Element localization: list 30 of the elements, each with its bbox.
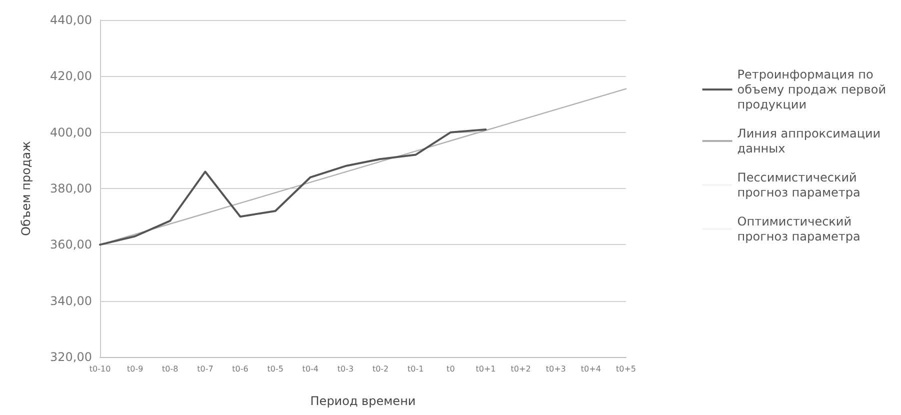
x-tick-label: t0-10: [89, 364, 111, 374]
x-tick-label: t0-3: [337, 364, 354, 374]
x-tick-label: t0-5: [267, 364, 284, 374]
x-tick-label: t0+4: [580, 364, 601, 374]
x-tick-label: t0-7: [197, 364, 214, 374]
y-tick-label: 320,00: [50, 350, 92, 364]
x-tick-label: t0-4: [302, 364, 318, 374]
x-tick-label: t0-2: [372, 364, 389, 374]
x-axis-title: Период времени: [310, 394, 416, 408]
x-tick-label: t0+5: [616, 364, 636, 374]
y-tick-label: 440,00: [50, 13, 92, 27]
x-tick-label: t0+3: [546, 364, 566, 374]
legend-label: Пессимистический прогноз параметра: [737, 170, 860, 200]
x-tick-label: t0-1: [408, 364, 424, 374]
y-tick-label: 360,00: [50, 238, 92, 252]
x-tick-label: t0-6: [232, 364, 248, 374]
y-axis-title: Объем продаж: [19, 140, 33, 236]
x-tick-label: t0+1: [476, 364, 496, 374]
y-tick-label: 400,00: [50, 125, 92, 140]
legend-label: Оптимистический прогноз параметра: [737, 214, 860, 244]
y-tick-label: 380,00: [50, 182, 92, 196]
x-tick-label: t0-9: [126, 364, 144, 374]
legend-label: Линия аппроксимации данных: [737, 126, 881, 156]
legend-label: Ретроинформация по объему продаж первой продукции: [737, 68, 886, 112]
x-tick-label: t0+2: [510, 364, 531, 374]
x-tick-label: t0: [446, 364, 455, 374]
x-tick-label: t0-8: [162, 364, 178, 374]
y-tick-label: 420,00: [50, 69, 92, 84]
line-series: [99, 128, 487, 246]
y-tick-label: 340,00: [50, 294, 92, 308]
